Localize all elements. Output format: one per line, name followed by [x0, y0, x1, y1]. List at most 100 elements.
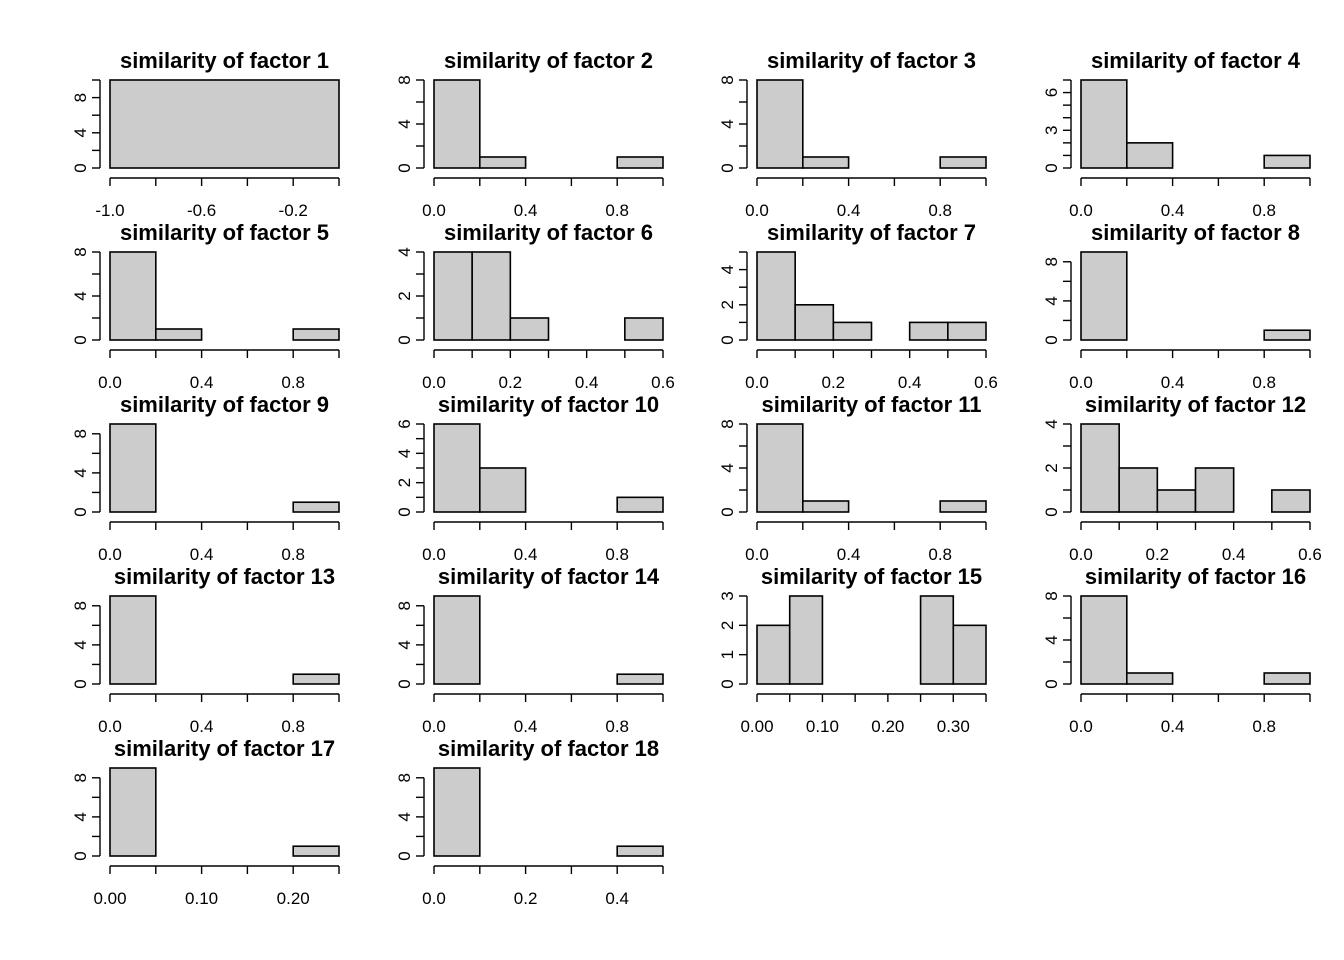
x-tick-label: 0.6	[651, 373, 675, 392]
histogram-bar	[478, 467, 527, 513]
histogram-bar	[1263, 672, 1311, 685]
x-tick-label: 0.8	[605, 717, 629, 736]
y-tick-label: 4	[71, 291, 90, 300]
x-tick-label: 0.0	[98, 717, 122, 736]
x-tick-label: 0.8	[928, 545, 952, 564]
panel-title: similarity of factor 7	[767, 220, 976, 245]
histogram-bar	[109, 767, 157, 857]
histogram-bar	[109, 251, 157, 341]
x-tick-label: 0.2	[499, 373, 523, 392]
y-tick-label: 4	[718, 463, 737, 472]
y-tick-label: 8	[395, 773, 414, 782]
histogram-panel: similarity of factor 7 0.0 0.2 0.4 0.6 0 2 4	[718, 220, 998, 392]
x-tick-label: 0.00	[93, 889, 126, 908]
y-tick-label: 0	[718, 679, 737, 688]
y-tick-label: 3	[1042, 126, 1061, 135]
panel-title: similarity of factor 6	[444, 220, 653, 245]
panel-title: similarity of factor 14	[438, 564, 660, 589]
panel-title: similarity of factor 8	[1091, 220, 1300, 245]
x-tick-label: 0.4	[837, 201, 861, 220]
histogram-panel: similarity of factor 11 0.0 0.4 0.8 0 4 8	[718, 392, 987, 564]
y-tick-label: 0	[395, 851, 414, 860]
y-tick-label: 8	[71, 429, 90, 438]
panel-title: similarity of factor 15	[761, 564, 982, 589]
x-tick-label: 0.4	[190, 717, 214, 736]
histogram-bar	[471, 251, 512, 341]
x-tick-label: 0.0	[422, 717, 446, 736]
histogram-bar	[292, 328, 340, 341]
histogram-bar	[292, 501, 340, 513]
histogram-bar	[801, 500, 850, 513]
x-tick-label: 0.4	[1161, 373, 1185, 392]
panel-title: similarity of factor 11	[761, 392, 981, 417]
y-tick-label: 8	[395, 75, 414, 84]
y-tick-label: 8	[718, 419, 737, 428]
histogram-bar	[155, 328, 203, 341]
x-tick-label: 0.8	[1252, 201, 1276, 220]
histogram-bar	[756, 79, 804, 169]
x-tick-label: 0.0	[1069, 373, 1093, 392]
x-tick-label: 0.4	[514, 201, 538, 220]
y-tick-label: 8	[718, 75, 737, 84]
x-tick-label: 0.8	[281, 717, 305, 736]
y-tick-label: 4	[71, 640, 90, 649]
y-tick-label: 2	[718, 300, 737, 309]
panel-title: similarity of factor 2	[444, 48, 653, 73]
histogram-bar	[756, 251, 796, 341]
y-tick-label: 0	[395, 507, 414, 516]
histogram-panel: similarity of factor 14 0.0 0.4 0.8 0 4 8	[395, 564, 664, 736]
y-tick-label: 2	[1042, 463, 1061, 472]
histogram-panel: similarity of factor 9 0.0 0.4 0.8 0 4 8	[71, 392, 340, 564]
histogram-bar	[1080, 251, 1128, 341]
x-tick-label: 0.8	[1252, 717, 1276, 736]
y-tick-label: 0	[71, 335, 90, 344]
panel-title: similarity of factor 10	[438, 392, 659, 417]
x-tick-label: 0.0	[745, 201, 769, 220]
x-tick-label: 0.8	[1252, 373, 1276, 392]
y-tick-label: 0	[395, 335, 414, 344]
histogram-panel: similarity of factor 13 0.0 0.4 0.8 0 4 8	[71, 564, 340, 736]
histogram-bar	[1080, 595, 1128, 685]
x-tick-label: 0.0	[1069, 545, 1093, 564]
histogram-bar	[1263, 329, 1311, 341]
x-tick-label: -1.0	[95, 201, 124, 220]
histogram-bar	[433, 595, 481, 685]
panel-title: similarity of factor 3	[767, 48, 976, 73]
y-tick-label: 8	[71, 601, 90, 610]
x-tick-label: 0.4	[1222, 545, 1246, 564]
y-tick-label: 0	[395, 163, 414, 172]
y-tick-label: 4	[71, 468, 90, 477]
y-tick-label: 8	[1042, 257, 1061, 266]
histogram-bar	[1263, 154, 1311, 169]
histogram-panel: similarity of factor 1 -1.0 -0.6 -0.2 0 4 8	[71, 48, 340, 220]
x-tick-label: 0.0	[98, 545, 122, 564]
x-tick-label: 0.0	[1069, 201, 1093, 220]
y-tick-label: 0	[71, 507, 90, 516]
panel-title: similarity of factor 5	[120, 220, 329, 245]
histogram-panel: similarity of factor 5 0.0 0.4 0.8 0 4 8	[71, 220, 340, 392]
x-tick-label: 0.4	[837, 545, 861, 564]
histogram-bar	[919, 595, 955, 685]
histogram-panel: similarity of factor 15 0.00 0.10 0.20 0.30 0…	[718, 564, 987, 736]
y-tick-label: 4	[71, 812, 90, 821]
x-tick-label: 0.4	[514, 545, 538, 564]
histogram-panel: similarity of factor 10 0.0 0.4 0.8 0 2 4 6	[395, 392, 664, 564]
x-tick-label: 0.0	[422, 201, 446, 220]
x-tick-label: 0.6	[1298, 545, 1322, 564]
y-tick-label: 4	[395, 247, 414, 256]
histogram-bar	[433, 767, 481, 857]
histogram-panel: similarity of factor 4 0.0 0.4 0.8 0 3 6	[1042, 48, 1311, 220]
y-tick-label: 8	[71, 247, 90, 256]
x-tick-label: 0.4	[605, 889, 629, 908]
y-tick-label: 6	[395, 419, 414, 428]
y-tick-label: 0	[71, 679, 90, 688]
histogram-bar	[616, 673, 664, 685]
x-tick-label: 0.10	[185, 889, 218, 908]
x-tick-label: 0.8	[605, 201, 629, 220]
histogram-bar	[1271, 489, 1311, 513]
y-tick-label: 0	[1042, 507, 1061, 516]
y-tick-label: 4	[718, 265, 737, 274]
y-tick-label: 0	[1042, 163, 1061, 172]
histogram-bar	[1126, 142, 1174, 169]
